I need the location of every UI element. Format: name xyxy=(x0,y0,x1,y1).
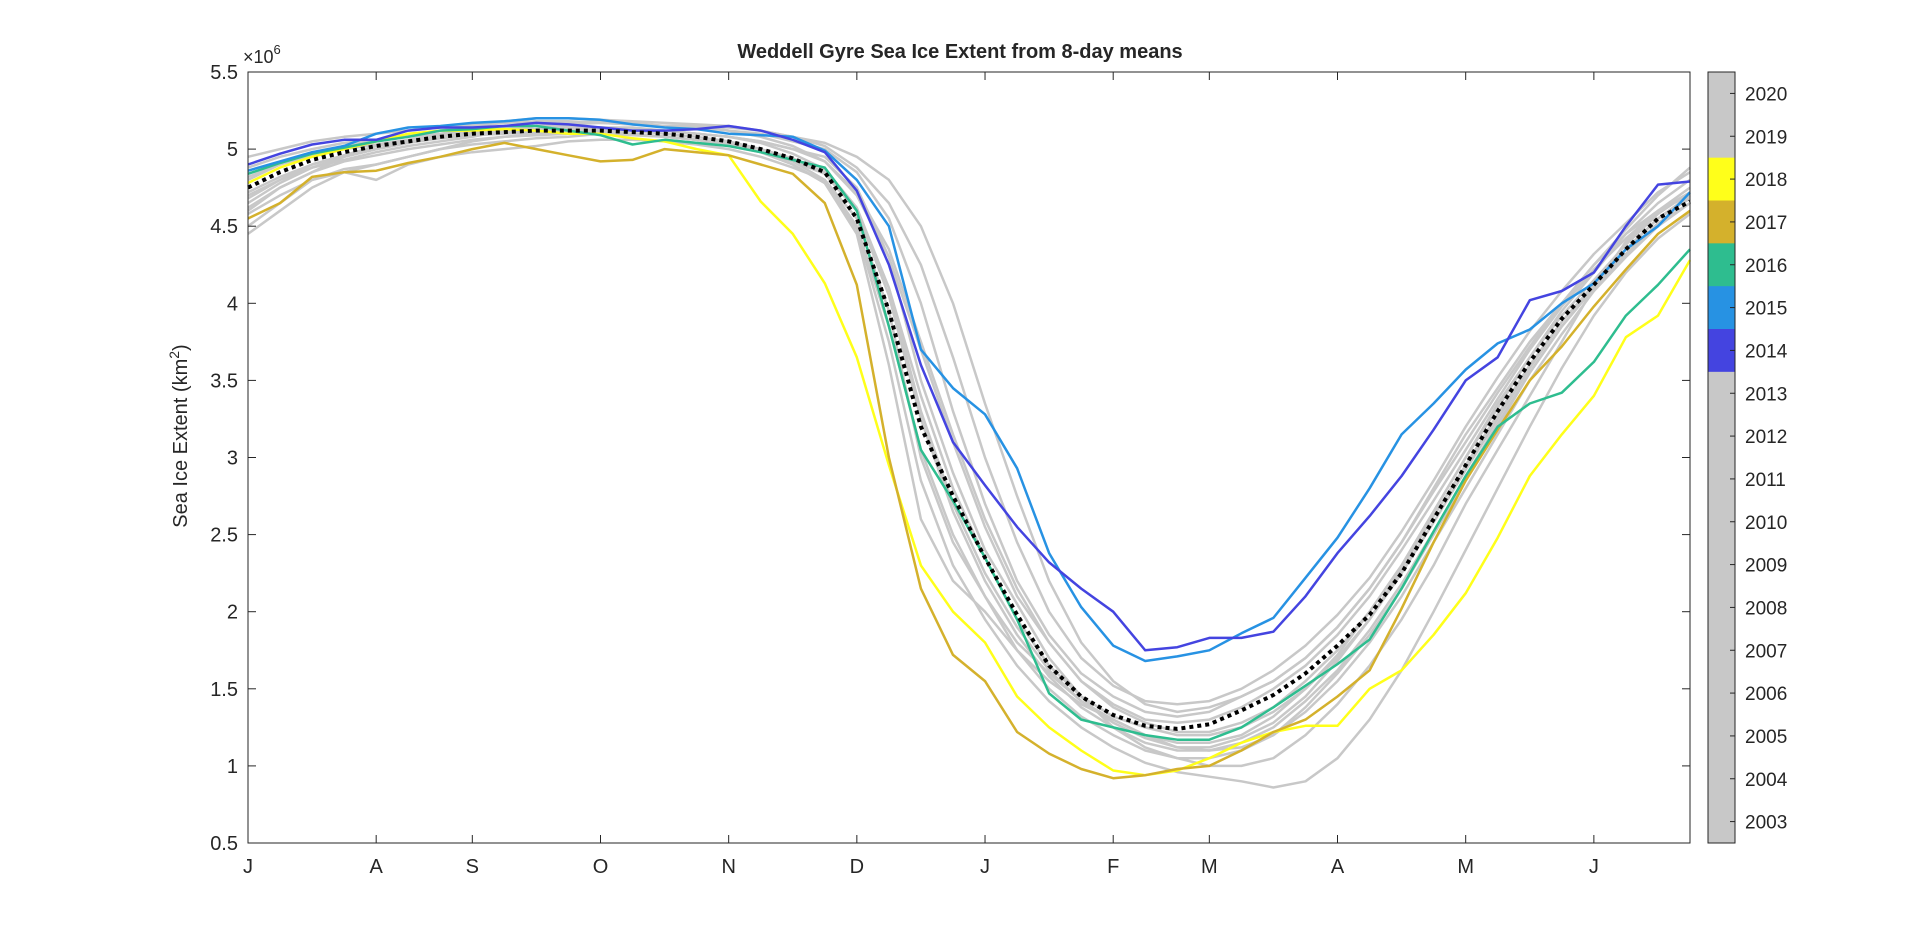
colorbar-label: 2004 xyxy=(1745,770,1788,791)
y-axis-exponent: ×106 xyxy=(243,42,281,67)
x-tick-label: J xyxy=(1589,856,1599,878)
x-tick-label: S xyxy=(466,856,479,878)
y-tick-label: 3.5 xyxy=(210,370,238,392)
colorbar-label: 2008 xyxy=(1745,598,1787,619)
colorbar: 2020 2019 2018 2017 2016 2015 2014 2013 2012 2011… xyxy=(1707,71,1788,844)
series-line-2020 xyxy=(247,132,1691,737)
colorbar-label: 2016 xyxy=(1745,256,1787,277)
y-tick-label: 2.5 xyxy=(210,525,238,547)
x-tick-label: J xyxy=(980,856,990,878)
colorbar-label: 2009 xyxy=(1745,556,1787,577)
y-tick-label: 4 xyxy=(227,293,238,315)
colorbar-label: 2006 xyxy=(1745,684,1787,705)
colorbar-label: 2019 xyxy=(1745,127,1787,148)
colorbar-frame xyxy=(1707,71,1736,844)
x-tick-label: F xyxy=(1107,856,1119,878)
series-line-2014 xyxy=(247,121,1691,652)
series-line-2013 xyxy=(247,130,1691,752)
colorbar-label: 2015 xyxy=(1745,299,1787,320)
series-line-2018 xyxy=(247,127,1692,777)
colorbar-label: 2005 xyxy=(1745,727,1787,748)
x-tick-label: N xyxy=(721,856,735,878)
axis-ticks xyxy=(247,71,1690,844)
colorbar-label: 2014 xyxy=(1745,341,1788,362)
colorbar-label: 2018 xyxy=(1745,170,1787,191)
colorbar-label: 2013 xyxy=(1745,384,1787,405)
y-tick-label: 2 xyxy=(227,602,238,624)
colorbar-label: 2003 xyxy=(1745,813,1787,834)
x-tick-label: A xyxy=(1331,856,1345,878)
x-tick-label: M xyxy=(1457,856,1474,878)
axis-tick-labels: 0.5 1 1.5 2 2.5 3 3.5 4 4.5 5 5.5 J A S O N D J F M A M J xyxy=(210,62,1599,878)
colorbar-label: 2017 xyxy=(1745,213,1787,234)
colorbar-label: 2010 xyxy=(1745,513,1787,534)
y-tick-label: 0.5 xyxy=(210,833,238,855)
x-tick-label: D xyxy=(850,856,864,878)
series-line-2011 xyxy=(247,132,1691,789)
y-tick-label: 3 xyxy=(227,448,238,470)
series-line-mean xyxy=(247,128,1691,731)
colorbar-label: 2007 xyxy=(1745,641,1787,662)
chart-title: Weddell Gyre Sea Ice Extent from 8-day m… xyxy=(737,41,1182,63)
colorbar-label: 2020 xyxy=(1745,84,1787,105)
y-tick-label: 4.5 xyxy=(210,216,238,238)
x-tick-label: J xyxy=(243,856,253,878)
x-tick-label: M xyxy=(1201,856,1218,878)
colorbar-label: 2012 xyxy=(1745,427,1787,448)
series-line-2012 xyxy=(247,120,1691,714)
y-tick-label: 1 xyxy=(227,756,238,778)
y-axis-label: Sea Ice Extent (km2) xyxy=(166,344,192,527)
series-line-2006 xyxy=(247,138,1691,752)
series-line-2015 xyxy=(247,117,1691,663)
y-tick-label: 1.5 xyxy=(210,679,238,701)
plot-lines xyxy=(247,117,1692,789)
series-line-2009 xyxy=(247,117,1691,706)
y-tick-label: 5 xyxy=(227,139,238,161)
series-line-2016 xyxy=(247,124,1691,741)
y-tick-label: 5.5 xyxy=(210,62,238,84)
series-line-2017 xyxy=(247,141,1691,780)
x-tick-label: A xyxy=(370,856,384,878)
x-tick-label: O xyxy=(593,856,609,878)
colorbar-label: 2011 xyxy=(1745,470,1786,491)
